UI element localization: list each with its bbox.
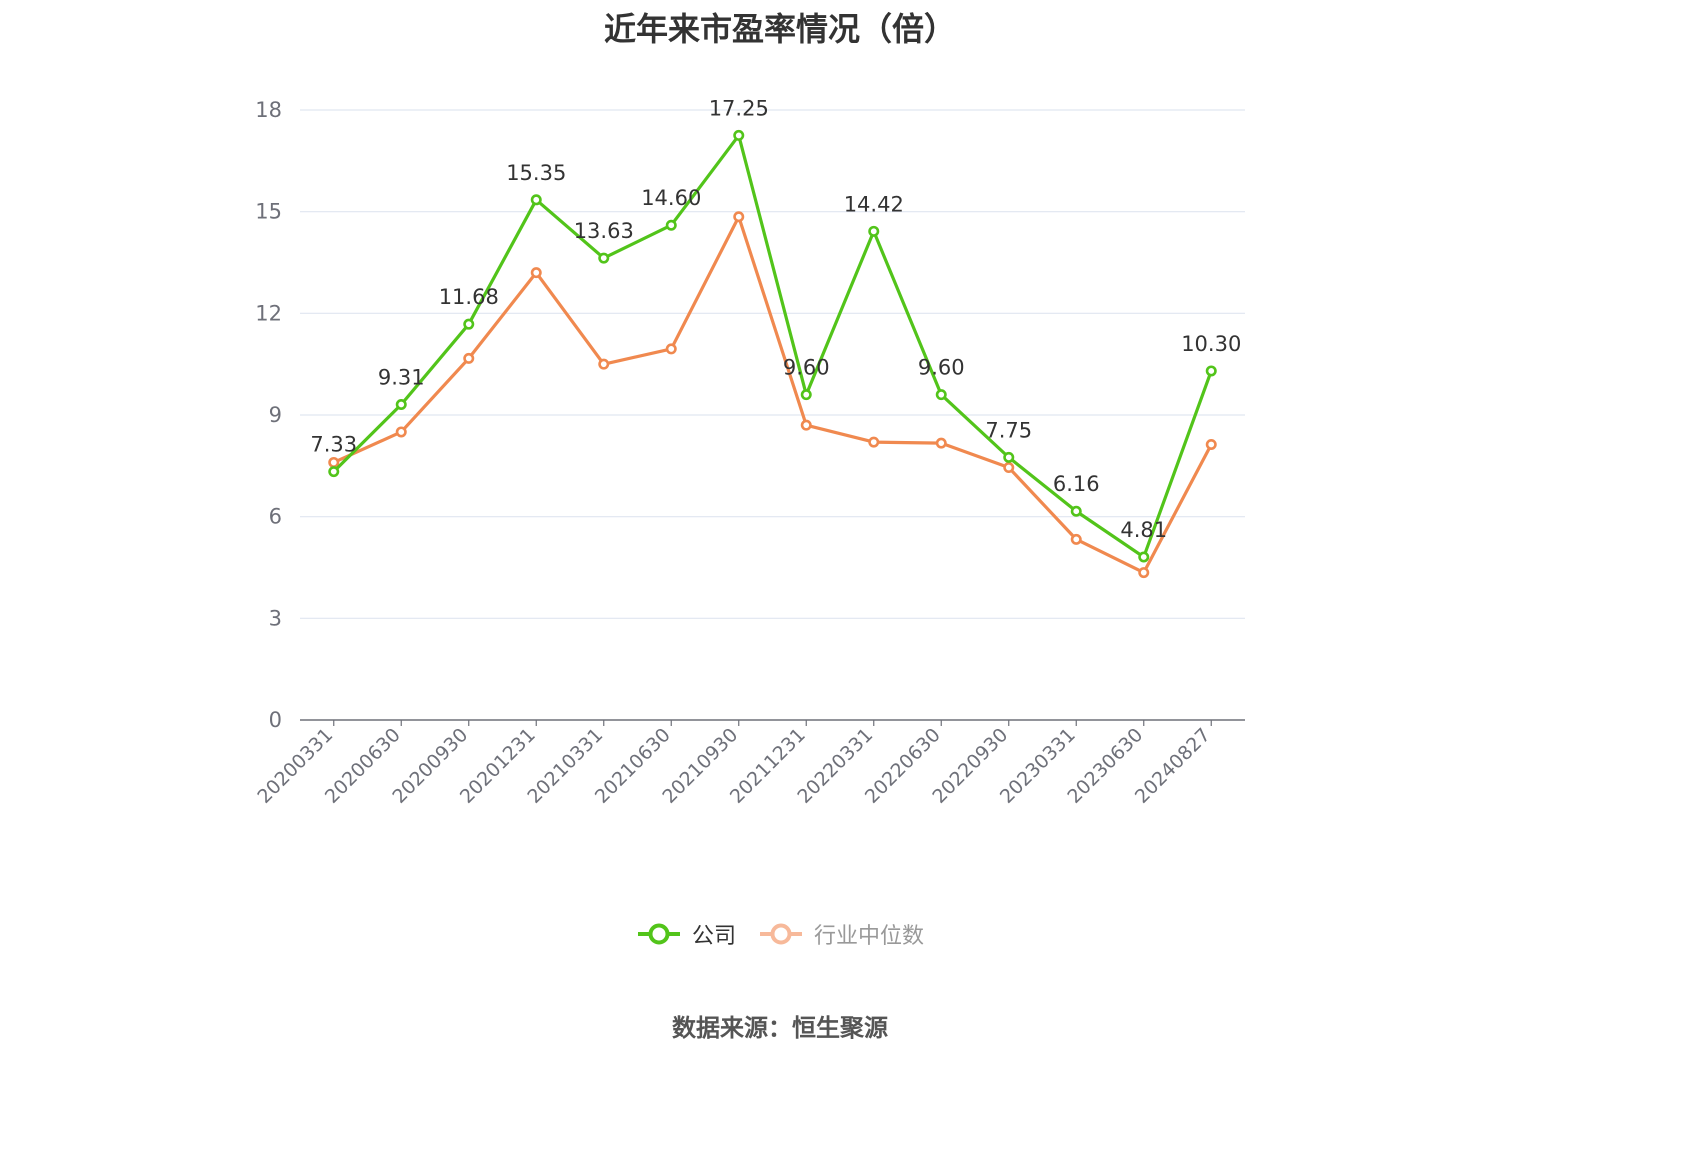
point-company-20230331 <box>1070 505 1082 517</box>
x-axis: 2020033120200630202009302020123120210331… <box>253 719 1245 808</box>
data-label-company-20201231: 15.35 <box>506 161 566 185</box>
point-industry-median-20220630 <box>935 437 947 449</box>
data-label-company-20220930: 7.75 <box>985 418 1032 442</box>
series-layer <box>328 129 1217 579</box>
point-industry-median-20210331 <box>598 358 610 370</box>
data-label-company-20200930: 11.68 <box>439 285 499 309</box>
legend-item-industry-median[interactable]: 行业中位数 <box>758 918 924 950</box>
data-label-company-20200630: 9.31 <box>378 365 425 389</box>
data-label-company-20220331: 14.42 <box>844 192 904 216</box>
data-label-company-20210930: 17.25 <box>709 96 769 120</box>
chart-title: 近年来市盈率情况（倍） <box>603 10 956 48</box>
legend-item-company[interactable]: 公司 <box>636 918 736 950</box>
series-line-company <box>332 133 1213 559</box>
legend: 公司 行业中位数 <box>0 918 1560 950</box>
point-company-20210630 <box>665 219 677 231</box>
point-industry-median-20230630 <box>1138 567 1150 579</box>
line-chart: 0 3 6 9 12 15 18 20200331202006302020093020201… <box>253 96 1245 808</box>
y-tick-label-9: 9 <box>269 403 282 427</box>
y-tick-label-12: 12 <box>255 301 282 325</box>
grid-lines <box>300 109 1245 619</box>
point-industry-median-20210930 <box>733 211 745 223</box>
data-label-company-20220630: 9.60 <box>918 356 965 380</box>
data-label-company-20211231: 9.60 <box>783 356 830 380</box>
y-axis: 0 3 6 9 12 15 18 <box>255 98 282 732</box>
legend-symbol-company <box>637 923 680 945</box>
point-company-20220331 <box>868 225 880 237</box>
point-company-20211231 <box>800 389 812 401</box>
point-company-20201231 <box>530 194 542 206</box>
point-industry-median-20220331 <box>868 436 880 448</box>
point-industry-median-20240827 <box>1205 438 1217 450</box>
data-label-company-20200331: 7.33 <box>310 433 357 457</box>
source-note: 数据来源：恒生聚源 <box>672 1014 888 1042</box>
data-label-company-20240827: 10.30 <box>1181 332 1241 356</box>
series-line-industry-median <box>333 215 1213 575</box>
y-tick-label-0: 0 <box>269 708 282 732</box>
point-company-20240827 <box>1205 365 1217 377</box>
point-company-20210930 <box>733 129 745 141</box>
point-industry-median-20210630 <box>665 343 677 355</box>
point-industry-median-20211231 <box>800 419 812 431</box>
data-label-company-20210331: 13.63 <box>574 219 634 243</box>
point-company-20200630 <box>395 398 407 410</box>
point-industry-median-20230331 <box>1070 533 1082 545</box>
data-labels: 7.33 9.31 11.68 15.35 13.63 14.60 17.25 9.60 14.… <box>310 96 1241 542</box>
y-tick-label-15: 15 <box>255 200 282 224</box>
y-tick-label-3: 3 <box>269 606 282 630</box>
legend-label-company: 公司 <box>691 924 736 949</box>
legend-symbol-industry-median <box>760 923 802 945</box>
point-company-20210331 <box>598 252 610 264</box>
point-industry-median-20200630 <box>395 426 407 438</box>
y-tick-label-6: 6 <box>269 505 282 529</box>
point-industry-median-20201231 <box>530 267 542 279</box>
point-industry-median-20200930 <box>463 352 475 364</box>
data-label-company-20230630: 4.81 <box>1120 518 1167 542</box>
point-company-20220930 <box>1003 451 1015 463</box>
point-industry-median-20220930 <box>1003 462 1015 474</box>
point-company-20200930 <box>463 318 475 330</box>
point-company-20230630 <box>1138 551 1150 563</box>
point-company-20200331 <box>328 466 340 478</box>
y-tick-label-18: 18 <box>255 98 282 122</box>
point-company-20220630 <box>935 389 947 401</box>
data-label-company-20210630: 14.60 <box>641 186 701 210</box>
legend-label-industry-median: 行业中位数 <box>814 924 925 949</box>
point-industry-median-20200331 <box>328 456 340 468</box>
data-label-company-20230331: 6.16 <box>1053 472 1100 496</box>
